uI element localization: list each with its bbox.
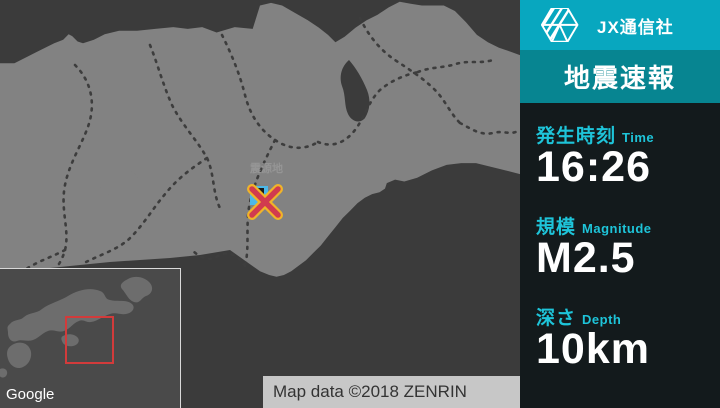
svg-text:震源地: 震源地	[249, 161, 283, 175]
